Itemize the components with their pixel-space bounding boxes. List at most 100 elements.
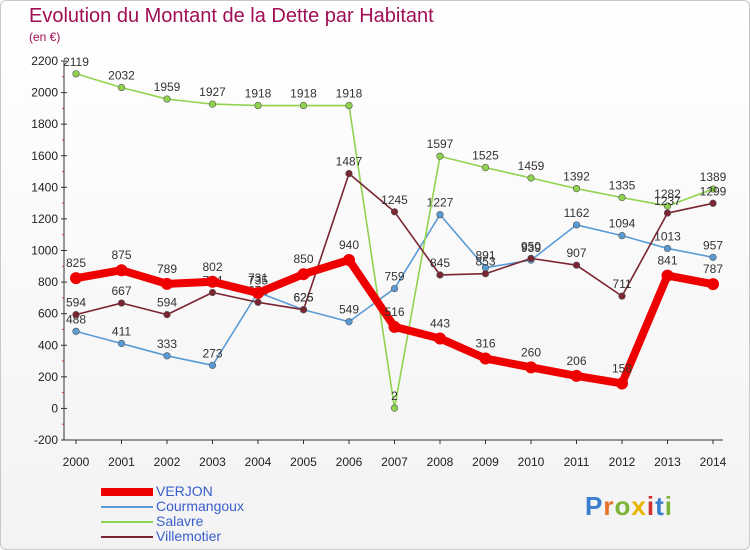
data-label: 1525	[472, 149, 499, 163]
y-tick-label: -200	[34, 433, 58, 447]
data-label: 1245	[381, 193, 408, 207]
data-label: 206	[566, 354, 586, 368]
data-label: 158	[612, 361, 632, 375]
data-label: 1013	[654, 229, 681, 243]
data-label: 667	[111, 284, 131, 298]
chart-title: Evolution du Montant de la Dette par Hab…	[29, 5, 434, 27]
data-point	[479, 352, 492, 365]
data-label: 2032	[108, 69, 135, 83]
data-point	[115, 264, 128, 277]
data-label: 957	[703, 238, 723, 252]
data-label: 594	[157, 296, 177, 310]
data-point	[72, 327, 80, 335]
data-point	[434, 332, 446, 345]
data-label: 273	[202, 346, 222, 360]
x-tick-label: 2010	[518, 455, 545, 469]
data-label: 875	[111, 248, 131, 262]
data-label: 1927	[199, 85, 226, 99]
data-point	[390, 404, 399, 412]
data-point	[618, 292, 626, 300]
data-point	[345, 101, 353, 110]
x-tick-label: 2009	[472, 455, 499, 469]
x-tick-label: 2002	[154, 455, 181, 469]
data-label: 1959	[154, 80, 181, 94]
data-point	[572, 221, 581, 229]
data-point	[72, 311, 80, 319]
data-point	[663, 209, 672, 217]
proxiti-logo: Proxiti	[585, 491, 673, 522]
data-point	[252, 286, 264, 299]
data-label: 825	[66, 256, 86, 270]
data-point	[570, 369, 583, 382]
y-tick-label: 600	[38, 307, 58, 321]
data-point	[254, 101, 262, 110]
logo-letter: x	[631, 491, 647, 521]
y-tick-label: 2000	[31, 86, 58, 100]
legend-label: Salavre	[156, 513, 204, 529]
data-point	[707, 278, 719, 291]
data-point	[254, 298, 262, 306]
data-point	[616, 377, 628, 390]
x-tick-label: 2011	[564, 455, 590, 469]
data-label: 891	[475, 249, 495, 263]
data-label: 260	[521, 345, 541, 359]
legend-swatch	[101, 506, 153, 508]
data-point	[663, 202, 672, 210]
data-label: 802	[202, 260, 222, 274]
data-point	[572, 184, 581, 193]
data-point	[208, 361, 217, 369]
data-label: 1918	[336, 87, 363, 101]
data-point	[117, 339, 126, 348]
x-tick-label: 2013	[654, 455, 681, 469]
y-tick-label: 0	[51, 401, 58, 415]
data-point	[572, 261, 581, 269]
y-tick-label: 1000	[31, 244, 58, 258]
data-point	[390, 208, 399, 216]
data-point	[161, 277, 173, 290]
y-tick-label: 800	[38, 275, 58, 289]
data-point	[208, 100, 217, 108]
data-point	[709, 199, 717, 207]
data-label: 1237	[654, 194, 681, 208]
data-point	[481, 163, 490, 172]
data-label: 443	[430, 316, 450, 330]
data-point	[208, 288, 217, 297]
legend-label: Courmangoux	[156, 498, 244, 514]
data-point	[163, 352, 171, 360]
logo-letter: t	[655, 491, 665, 521]
data-label: 940	[339, 238, 359, 252]
data-point	[709, 253, 717, 261]
legend-swatch	[101, 488, 153, 496]
data-point	[117, 83, 126, 92]
logo-letter: P	[585, 491, 604, 521]
data-point	[661, 269, 674, 282]
x-tick-label: 2000	[63, 455, 90, 469]
data-label: 1094	[609, 217, 636, 231]
data-label: 488	[66, 312, 86, 326]
x-tick-label: 2006	[336, 455, 363, 469]
y-tick-label: 1600	[31, 149, 58, 163]
data-label: 2	[391, 389, 398, 403]
data-point	[345, 169, 353, 178]
y-tick-label: 1800	[31, 117, 58, 131]
x-tick-label: 2014	[700, 455, 727, 469]
data-point	[72, 70, 80, 78]
data-point	[481, 270, 490, 278]
data-label: 1597	[427, 137, 454, 151]
data-point	[117, 299, 126, 307]
legend-label: VERJON	[156, 483, 213, 499]
data-label: 516	[384, 305, 404, 319]
data-label: 731	[248, 271, 268, 285]
data-point	[618, 232, 626, 240]
data-label: 787	[703, 262, 723, 276]
data-label: 850	[293, 252, 313, 266]
x-tick-label: 2012	[609, 455, 636, 469]
data-label: 845	[430, 256, 450, 270]
data-label: 1459	[518, 159, 545, 173]
data-point	[297, 268, 310, 281]
data-point	[299, 101, 308, 110]
data-point	[527, 174, 535, 182]
data-point	[390, 284, 399, 293]
